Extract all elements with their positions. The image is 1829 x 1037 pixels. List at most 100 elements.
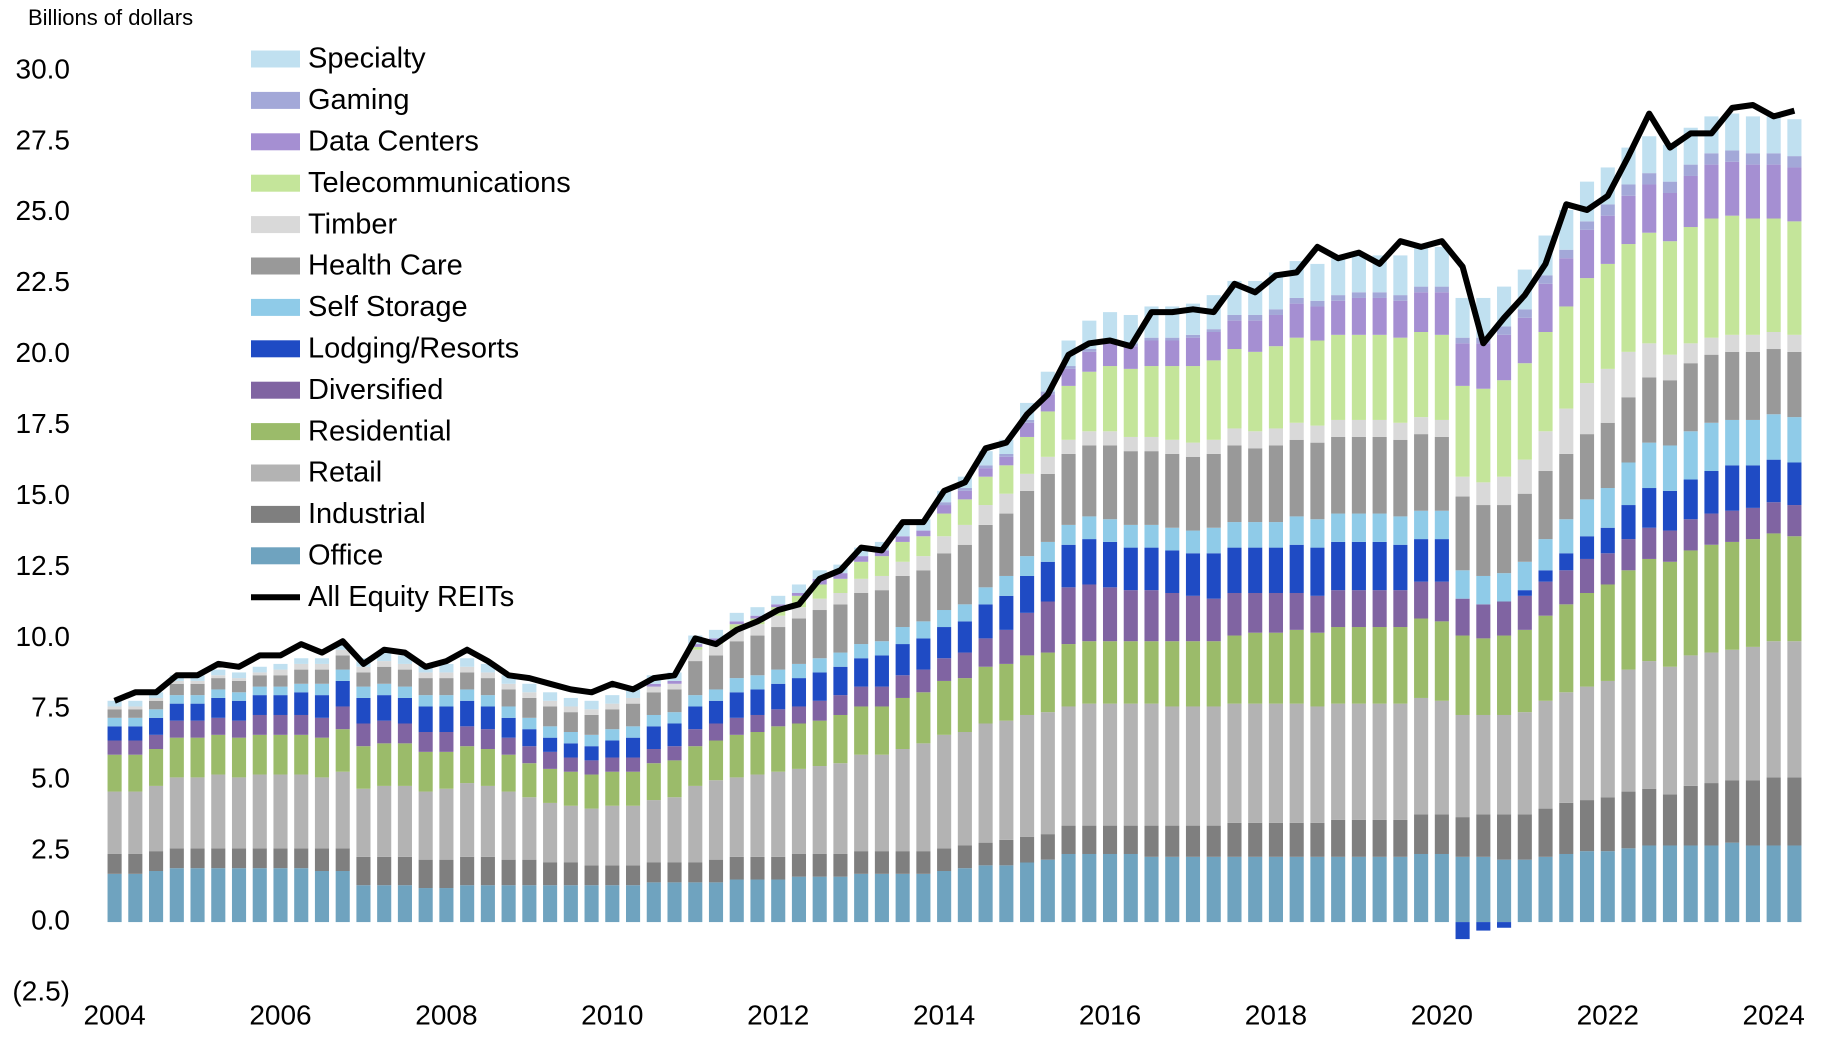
bar-segment xyxy=(252,686,267,696)
bar-segment xyxy=(314,669,330,684)
bar-segment xyxy=(1268,632,1283,704)
bar-segment xyxy=(1725,510,1740,542)
bar-segment xyxy=(1061,853,1076,923)
bar-segment xyxy=(978,723,993,843)
bar-segment xyxy=(1165,550,1180,593)
bar-segment xyxy=(1414,853,1429,923)
bar-segment xyxy=(107,853,122,874)
bar-segment xyxy=(169,683,184,696)
bar-segment xyxy=(169,777,184,849)
bar-segment xyxy=(916,743,931,852)
bar-segment xyxy=(1766,777,1781,846)
bar-segment xyxy=(169,720,184,738)
bar-segment xyxy=(1310,442,1325,520)
bar-segment xyxy=(978,865,993,923)
bar-segment xyxy=(149,700,164,710)
bar-segment xyxy=(750,607,765,616)
bar-segment xyxy=(1165,641,1180,707)
bar-segment xyxy=(1683,479,1698,520)
bar-segment xyxy=(1020,612,1035,656)
bar-segment xyxy=(1745,507,1760,540)
bar-segment xyxy=(833,853,848,877)
bar-segment xyxy=(750,774,765,857)
bar-segment xyxy=(1579,536,1595,559)
bar-segment xyxy=(1497,859,1512,923)
bar-segment xyxy=(874,706,889,755)
bar-segment xyxy=(771,627,786,670)
bar-segment xyxy=(397,669,412,687)
bar-segment xyxy=(1559,553,1574,571)
bar-segment xyxy=(957,604,972,622)
bar-segment xyxy=(1414,539,1429,582)
bar-segment xyxy=(1745,646,1760,781)
bar-segment xyxy=(895,561,910,576)
bar-segment xyxy=(1455,337,1470,344)
bar-segment xyxy=(273,663,288,670)
bar-segment xyxy=(1579,434,1595,500)
bar-segment xyxy=(1351,297,1366,335)
bar-segment xyxy=(314,658,330,664)
bar-segment xyxy=(729,734,744,778)
bar-segment xyxy=(1600,553,1615,585)
bar-segment xyxy=(439,888,454,923)
bar-segment xyxy=(1248,703,1263,823)
bar-segment xyxy=(791,723,807,769)
bar-segment xyxy=(646,726,661,750)
bar-segment xyxy=(895,697,910,750)
bar-segment xyxy=(1227,349,1242,429)
bar-segment xyxy=(750,714,765,733)
bar-segment xyxy=(252,672,267,676)
bar-segment xyxy=(791,618,807,664)
bar-segment xyxy=(1268,445,1283,523)
bar-segment xyxy=(1020,714,1035,837)
bar-segment xyxy=(1351,819,1366,857)
legend-label: Telecommunications xyxy=(308,167,571,199)
bar-segment xyxy=(957,490,972,500)
bar-segment xyxy=(1082,539,1097,585)
bar-segment xyxy=(605,757,620,772)
bar-segment xyxy=(1248,522,1263,548)
bar-segment xyxy=(1434,510,1449,540)
bar-segment xyxy=(1351,703,1366,820)
bar-segment xyxy=(1144,366,1159,437)
bar-segment xyxy=(1662,794,1678,846)
bar-segment xyxy=(377,666,392,684)
bar-segment xyxy=(1102,703,1118,826)
bar-segment xyxy=(522,717,537,730)
bar-segment xyxy=(460,726,475,747)
bar-segment xyxy=(1372,590,1387,628)
bar-segment xyxy=(1621,462,1636,506)
bar-segment xyxy=(1393,544,1408,591)
bar-segment xyxy=(667,680,682,684)
bar-segment xyxy=(190,720,205,738)
bar-segment xyxy=(1683,363,1698,432)
bar-segment xyxy=(874,851,889,874)
bar-segment xyxy=(1144,524,1159,548)
bar-segment xyxy=(1600,422,1615,489)
bar-segment xyxy=(1061,644,1076,707)
bar-segment xyxy=(1683,785,1698,846)
bar-segment xyxy=(1248,448,1263,523)
bar-segment xyxy=(1331,513,1346,542)
bar-segment xyxy=(1538,856,1553,923)
bar-segment xyxy=(895,575,910,628)
bar-segment xyxy=(563,743,578,758)
y-tick-label: 20.0 xyxy=(16,337,71,368)
bar-segment xyxy=(646,683,661,687)
bar-segment xyxy=(231,692,247,701)
bar-segment xyxy=(1745,465,1760,508)
bar-segment xyxy=(128,853,143,874)
bar-segment xyxy=(480,706,495,730)
bar-segment xyxy=(356,723,371,747)
bar-segment xyxy=(1683,550,1698,656)
bar-segment xyxy=(584,700,599,710)
bar-segment xyxy=(999,465,1014,494)
bar-segment xyxy=(314,848,330,872)
bar-segment xyxy=(1372,819,1387,857)
bar-segment xyxy=(1372,513,1387,542)
bar-segment xyxy=(1165,592,1180,642)
bar-segment xyxy=(1683,845,1698,923)
bar-segment xyxy=(1579,278,1595,384)
bar-segment xyxy=(1704,218,1719,338)
bar-segment xyxy=(1725,113,1740,151)
